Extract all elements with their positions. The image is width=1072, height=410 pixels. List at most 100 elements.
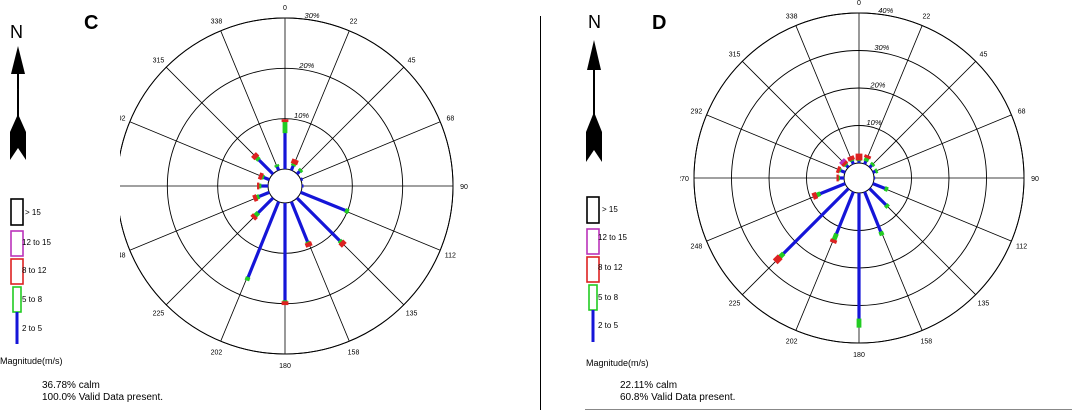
petal-segment-8-12 — [304, 241, 313, 248]
direction-label: 158 — [921, 339, 933, 346]
petal-segment-5-8 — [870, 161, 876, 167]
petal-segment-2-5 — [256, 196, 275, 215]
direction-label: 338 — [211, 19, 223, 26]
legend-label-5-8: 5 to 8 — [598, 293, 619, 302]
petal-segment-8-12 — [257, 182, 260, 190]
panel-letter: D — [652, 12, 667, 34]
direction-label: 202 — [786, 339, 798, 346]
petal-segment-2-5 — [868, 163, 874, 169]
wind-rose-chart-d: 0 22 45 68 90 112 135 158 180 202 225 248 270 292 315 3… — [680, 0, 1039, 359]
petal-segment-5-8 — [274, 163, 280, 168]
magnitude-legend — [10, 198, 24, 344]
direction-label: 202 — [211, 349, 223, 356]
legend-swatch-gt15 — [10, 198, 24, 226]
petal-segment-2-5 — [834, 191, 855, 235]
petal-segment-2-5 — [295, 170, 301, 176]
petal-segment-2-5 — [289, 164, 295, 171]
petal-segment-8-12 — [250, 213, 258, 221]
direction-label: 45 — [408, 57, 416, 64]
legend-label-12-15: 12 to 15 — [598, 233, 627, 242]
direction-label: 22 — [922, 13, 930, 20]
direction-label: 225 — [153, 311, 165, 318]
direction-label: 292 — [691, 109, 703, 116]
petal-segment-2-5 — [850, 160, 855, 165]
petal-segment-5-8 — [244, 276, 251, 282]
petal-segment-2-5 — [872, 169, 877, 174]
direction-label: 338 — [786, 13, 798, 20]
petal-segment-8-12 — [257, 172, 264, 181]
calm-circle — [843, 162, 875, 194]
calm-circle — [267, 168, 303, 204]
petal-segment-2-5 — [295, 196, 341, 242]
wind-rose-chart-c: 0224568901121351581802022252482702923153… — [120, 5, 468, 370]
outer-ring — [120, 17, 454, 355]
legend-label-gt15: > 15 — [25, 208, 41, 217]
direction-label: 45 — [980, 52, 988, 59]
legend-swatch-5-8 — [588, 284, 598, 311]
direction-label: 68 — [446, 115, 454, 122]
petal-segment-8-12 — [281, 119, 289, 123]
direction-label: 158 — [348, 349, 360, 356]
petal-segment-8-12 — [836, 174, 839, 182]
petal-segment-8-12 — [290, 158, 299, 166]
petal-segment-8-12 — [855, 153, 863, 161]
petal-segment-5-8 — [282, 121, 288, 134]
direction-label: 180 — [279, 363, 291, 370]
ring-label: 30% — [874, 43, 889, 52]
petal-segment-2-5 — [868, 187, 888, 207]
outer-ring — [693, 12, 1025, 344]
spoke-line — [220, 30, 279, 171]
direction-label: 180 — [853, 352, 865, 359]
petal-segment-2-5 — [863, 160, 868, 165]
legend-swatch-12-15 — [586, 228, 600, 255]
petal-segment-8-12 — [772, 254, 783, 265]
petal-segment-5-8 — [883, 186, 889, 192]
direction-label: 270 — [680, 176, 689, 183]
direction-label: 90 — [1031, 176, 1039, 183]
petal-segment-2-5 — [275, 165, 281, 171]
petal-segment-8-12 — [847, 155, 855, 162]
petal-segment-5-8 — [884, 203, 890, 209]
north-arrow-icon — [10, 46, 26, 160]
magnitude-axis-label: Magnitude(m/s) — [0, 356, 63, 366]
legend-label-8-12: 8 to 12 — [22, 266, 47, 275]
panel-letter: C — [84, 12, 99, 34]
ring-label: 20% — [298, 61, 314, 70]
petal-segment-8-12 — [829, 238, 838, 244]
ring-label: 10% — [866, 118, 881, 127]
direction-label: 292 — [120, 115, 126, 122]
legend-label-gt15: > 15 — [602, 205, 618, 214]
north-arrow-icon — [586, 40, 602, 162]
direction-label: 315 — [153, 57, 165, 64]
north-label: N — [10, 22, 23, 42]
direction-label: 90 — [460, 184, 468, 191]
legend-label-12-15: 12 to 15 — [22, 238, 51, 247]
direction-label: 22 — [350, 19, 358, 26]
petal-segment-5-8 — [874, 168, 879, 174]
petal-segment-8-12 — [338, 239, 347, 248]
direction-label: 0 — [283, 5, 287, 12]
legend-swatch-12-15 — [10, 230, 24, 257]
spoke-line — [129, 121, 270, 180]
direction-label: 315 — [729, 52, 741, 59]
direction-label: 112 — [1016, 243, 1027, 250]
petal-segment-8-12 — [811, 191, 819, 200]
magnitude-axis-label: Magnitude(m/s) — [586, 358, 649, 368]
direction-label: 248 — [120, 253, 126, 260]
ring-label: 20% — [869, 80, 885, 89]
petal-segment-2-5 — [839, 169, 846, 174]
petal-segment-8-12 — [863, 154, 872, 160]
petal-segment-5-8 — [344, 208, 350, 214]
ring-label: 30% — [305, 11, 320, 20]
petal-segment-2-5 — [819, 182, 846, 196]
panel-divider — [540, 16, 541, 410]
valid-data-percentage: 60.8% Valid Data present. — [620, 392, 736, 403]
petal-segment-8-12 — [252, 194, 259, 202]
ring-label: 40% — [878, 6, 893, 15]
petal-segment-12-15 — [839, 158, 847, 166]
direction-label: 135 — [406, 311, 418, 318]
direction-label: 68 — [1018, 109, 1026, 116]
spoke-line — [300, 121, 441, 180]
direction-label: 0 — [857, 0, 861, 7]
spoke-line — [296, 66, 405, 175]
